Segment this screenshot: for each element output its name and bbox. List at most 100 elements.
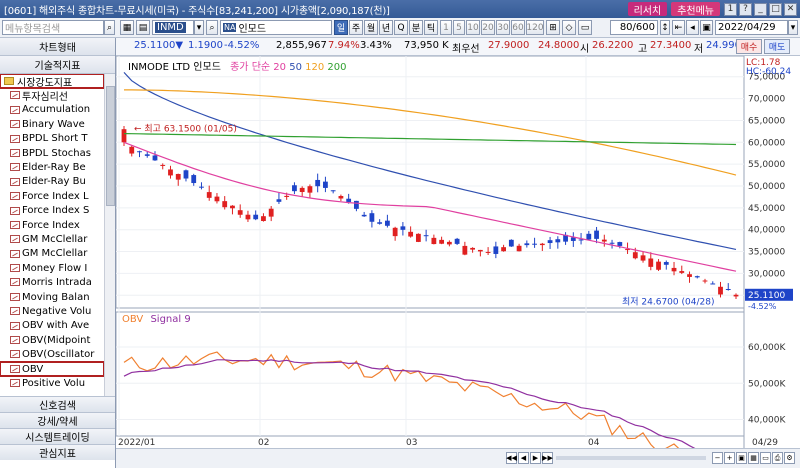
first-page-icon[interactable]: ⇤: [672, 20, 685, 35]
recommend-menu-button[interactable]: 추천메뉴: [671, 2, 720, 17]
minute-30[interactable]: 30: [496, 20, 510, 35]
maximize-button[interactable]: □: [769, 2, 782, 16]
help-button[interactable]: ?: [739, 2, 752, 16]
tree-item[interactable]: GM McClellar: [0, 247, 104, 261]
zoom-out-icon[interactable]: −: [712, 452, 723, 464]
ticker-dropdown-icon[interactable]: ▾: [194, 20, 204, 35]
close-button[interactable]: ✕: [784, 2, 797, 16]
scroll-next-icon[interactable]: ▶: [530, 452, 541, 464]
market-tag: NA: [223, 23, 237, 32]
legend-ma50: 50: [289, 62, 302, 73]
quote-low-label: 시: [580, 44, 590, 55]
data-count-field[interactable]: 80/600: [610, 20, 658, 35]
grid-toggle-icon[interactable]: ▦: [748, 452, 759, 464]
count-spin-icon[interactable]: ↕: [660, 20, 670, 35]
chart-type-tab[interactable]: 차트형태: [0, 38, 115, 56]
candle-body: [640, 255, 646, 261]
tree-item[interactable]: 투자심리선: [0, 88, 104, 103]
minute-60[interactable]: 60: [511, 20, 525, 35]
period-year[interactable]: 년: [379, 20, 393, 35]
search-icon[interactable]: ⌕: [104, 20, 115, 35]
window-number-button[interactable]: 1: [724, 2, 737, 16]
calendar-icon[interactable]: ▣: [700, 20, 713, 35]
folder-market-strength[interactable]: 시장강도지표: [0, 74, 104, 90]
scroll-track[interactable]: [556, 456, 706, 460]
folder-label: 시장강도지표: [17, 77, 73, 89]
obv-axis-label: 60,000K: [748, 343, 786, 353]
tree-item[interactable]: Binary Wave: [0, 117, 104, 131]
print-icon[interactable]: ▭: [578, 20, 592, 35]
list-icon[interactable]: ▤: [136, 20, 150, 35]
tree-item[interactable]: Morris Intrada: [0, 275, 104, 289]
menu-search-input[interactable]: 메뉴항목검색: [2, 20, 104, 35]
lookup-icon[interactable]: ⌕: [206, 20, 218, 35]
scroll-first-icon[interactable]: ◀◀: [506, 452, 517, 464]
save-icon[interactable]: ▭: [760, 452, 771, 464]
date-dropdown-icon[interactable]: ▾: [788, 20, 798, 35]
grid-icon[interactable]: ▦: [120, 20, 134, 35]
scrollbar-thumb[interactable]: [106, 86, 115, 206]
tree-item[interactable]: OBV(Oscillator: [0, 347, 104, 361]
minute-20[interactable]: 20: [481, 20, 495, 35]
chart-legend: INMODE LTD 인모드 종가 단순 20 50 120 200: [128, 58, 347, 73]
settings-icon[interactable]: ⚙: [784, 452, 795, 464]
hc-label: HC:-60.24: [746, 67, 792, 77]
date-input[interactable]: 2022/04/29: [715, 20, 788, 35]
tree-item[interactable]: Force Index: [0, 218, 104, 232]
period-week[interactable]: 주: [349, 20, 363, 35]
period-day[interactable]: 일: [334, 20, 348, 35]
minute-1[interactable]: 1: [440, 20, 452, 35]
tree-item[interactable]: GM McClellar: [0, 232, 104, 246]
tree-item-label: GM McClellar: [22, 233, 88, 245]
tree-item[interactable]: Positive Volu: [0, 376, 104, 390]
period-minute[interactable]: 분: [409, 20, 423, 35]
tree-item[interactable]: Negative Volu: [0, 304, 104, 318]
candle-body: [508, 239, 514, 247]
tree-item-obv-selected[interactable]: OBV: [0, 360, 104, 378]
tree-item[interactable]: Moving Balan: [0, 290, 104, 304]
minute-10[interactable]: 10: [466, 20, 480, 35]
print-chart-icon[interactable]: ⎙: [772, 452, 783, 464]
indicator-sidebar: 차트형태 기술적지표 시장강도지표 투자심리선 Accumulation Bin…: [0, 38, 116, 468]
tree-item[interactable]: Accumulation: [0, 103, 104, 117]
scroll-prev-icon[interactable]: ◀: [518, 452, 529, 464]
prev-page-icon[interactable]: ◂: [686, 20, 699, 35]
system-trading-tab[interactable]: 시스템트레이딩: [0, 428, 115, 444]
tree-item[interactable]: BPDL Stochas: [0, 146, 104, 160]
minute-120[interactable]: 120: [526, 20, 544, 35]
buy-button[interactable]: 매수: [736, 39, 762, 54]
tree-item[interactable]: Elder-Ray Bu: [0, 175, 104, 189]
shape-icon[interactable]: ◇: [562, 20, 576, 35]
zoom-in-icon[interactable]: +: [724, 452, 735, 464]
zoom-reset-icon[interactable]: ▣: [736, 452, 747, 464]
period-month[interactable]: 월: [364, 20, 378, 35]
minute-5[interactable]: 5: [453, 20, 465, 35]
signal-search-tab[interactable]: 신호검색: [0, 396, 115, 412]
indicator-icon: [10, 120, 20, 129]
period-quarter[interactable]: Q: [394, 20, 408, 35]
tree-item[interactable]: BPDL Short T: [0, 132, 104, 146]
tree-item[interactable]: Money Flow I: [0, 261, 104, 275]
minimize-button[interactable]: _: [754, 2, 767, 16]
tree-item[interactable]: OBV with Ave: [0, 319, 104, 333]
candle-body: [601, 239, 607, 242]
scroll-last-icon[interactable]: ▶▶: [542, 452, 553, 464]
bull-bear-tab[interactable]: 강세/약세: [0, 412, 115, 428]
tree-item[interactable]: Force Index S: [0, 204, 104, 218]
ma-200-line: [123, 133, 737, 146]
tree-item[interactable]: Elder-Ray Be: [0, 160, 104, 174]
x-axis-label: 04/29: [752, 438, 778, 448]
chart-area[interactable]: 75,0000 70,0000 65,0000 60,0000 55,0000 50,00…: [116, 56, 800, 468]
stock-name: 인모드: [238, 24, 267, 35]
tree-item[interactable]: OBV(Midpoint: [0, 333, 104, 347]
research-button[interactable]: 리서치: [627, 2, 668, 17]
sidebar-scrollbar[interactable]: [104, 74, 115, 436]
period-tick[interactable]: 틱: [424, 20, 438, 35]
chart-settings-icon[interactable]: ⊞: [546, 20, 560, 35]
sell-button[interactable]: 매도: [764, 39, 790, 54]
price-chart-svg[interactable]: 75,0000 70,0000 65,0000 60,0000 55,0000 50,00…: [116, 56, 800, 448]
watch-indicator-tab[interactable]: 관심지표: [0, 444, 115, 460]
technical-indicator-tab[interactable]: 기술적지표: [0, 56, 115, 74]
tree-item[interactable]: Force Index L: [0, 189, 104, 203]
ticker-input[interactable]: INMD: [152, 20, 194, 35]
